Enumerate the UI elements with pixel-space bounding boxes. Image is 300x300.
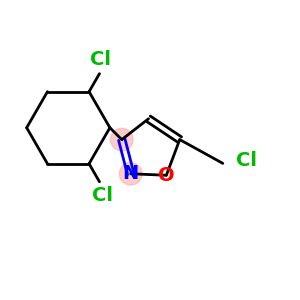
Text: N: N: [123, 164, 139, 183]
Text: Cl: Cl: [92, 186, 113, 205]
Text: Cl: Cl: [236, 151, 257, 170]
Circle shape: [119, 163, 142, 185]
Circle shape: [110, 128, 133, 151]
Text: Cl: Cl: [91, 50, 112, 69]
Text: O: O: [158, 166, 175, 185]
